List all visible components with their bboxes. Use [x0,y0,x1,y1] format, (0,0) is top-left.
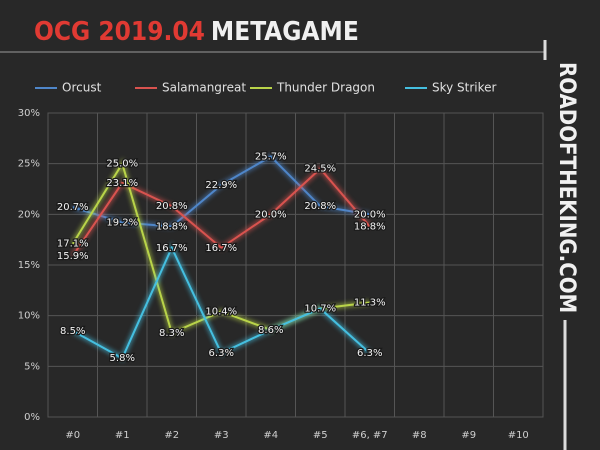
legend-label: Thunder Dragon [276,81,375,95]
data-label: 25.7% [255,152,287,163]
y-tick-label: 30% [18,108,40,119]
x-tick-label: #6, #7 [352,430,388,441]
data-label: 19.2% [106,217,138,228]
x-tick-label: #9 [461,430,476,441]
data-label: 16.7% [205,243,237,254]
data-label: 10.4% [205,307,237,318]
y-tick-label: 15% [18,260,40,271]
plot: 0% 5% 10% 15% 20% 25% 30% #0 #1 #2 #3 #4 #5 #6, #7 #8 #… [18,81,544,441]
legend-label: Salamangreat [162,81,246,95]
data-label: 22.9% [205,180,237,191]
data-label: 15.9% [57,251,89,262]
x-tick-label: #3 [214,430,229,441]
data-label: 20.0% [255,209,287,220]
data-label: 20.8% [156,201,188,212]
legend-label: Orcust [62,81,102,95]
data-label: 8.5% [60,326,85,337]
x-tick-label: #4 [263,430,278,441]
data-label: 23.1% [106,178,138,189]
data-label: 10.7% [304,304,336,315]
x-tick-label: #8 [412,430,427,441]
site-name: ROADOFTHEKING.COM [554,62,579,313]
data-label: 20.7% [57,202,89,213]
data-label: 6.3% [209,348,234,359]
title-prefix: OCG 2019.04 [34,17,205,47]
y-tick-label: 10% [18,311,40,322]
x-tick-label: #5 [313,430,328,441]
data-label: 8.6% [258,325,283,336]
title: OCG 2019.04 METAGAME [34,17,359,47]
series-line [72,155,370,228]
y-tick-label: 5% [24,361,40,372]
x-tick-label: #2 [164,430,179,441]
data-label: 16.7% [156,243,188,254]
series-line [72,245,371,360]
data-label: 18.8% [156,221,188,232]
data-label: 17.1% [57,239,89,250]
data-label: 11.3% [354,297,386,308]
y-tick-label: 20% [18,209,40,220]
data-label: 18.8% [354,221,386,232]
data-label: 5.8% [110,353,135,364]
data-label: 24.5% [304,164,336,175]
data-label: 6.3% [357,348,382,359]
x-tick-label: #0 [65,430,80,441]
data-label: 25.0% [106,159,138,170]
y-tick-label: 0% [24,412,40,423]
legend-label: Sky Striker [432,81,497,95]
y-tick-label: 25% [18,159,40,170]
x-tick-label: #10 [508,430,529,441]
data-label: 8.3% [159,328,184,339]
data-label: 20.8% [304,201,336,212]
x-tick-label: #1 [115,430,130,441]
series-line [71,167,371,257]
data-label: 20.0% [354,209,386,220]
title-main: METAGAME [211,17,359,47]
